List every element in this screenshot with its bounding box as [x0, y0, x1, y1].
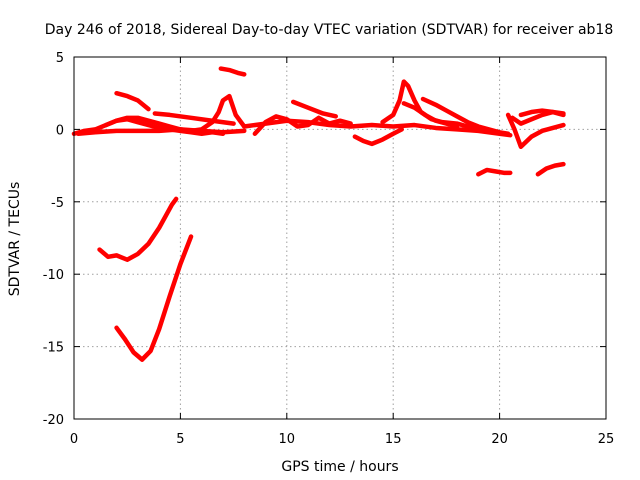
- series-arc-16: [476, 167, 513, 177]
- chart-title: Day 246 of 2018, Sidereal Day-to-day VTE…: [45, 22, 614, 38]
- y-tick-label: -15: [43, 341, 64, 356]
- plot-frame: [73, 56, 607, 420]
- y-tick-label: 5: [56, 51, 64, 66]
- series-arc-8: [252, 114, 353, 136]
- series-arc-2: [76, 127, 247, 136]
- x-tick-label: 10: [279, 432, 296, 447]
- x-axis-label: GPS time / hours: [281, 459, 398, 475]
- y-axis-label: SDTVAR / TECUs: [7, 182, 23, 297]
- series-arc-10: [352, 127, 404, 147]
- x-tick-label: 25: [598, 432, 615, 447]
- axis-ticks: 0 5 10 15 20 25 -20 -15 -10 -5 0 5: [43, 51, 615, 447]
- series-arc-5: [152, 111, 236, 126]
- y-tick-label: -10: [43, 268, 64, 283]
- series-arc-12: [401, 101, 460, 129]
- x-tick-label: 15: [385, 432, 402, 447]
- series-arc-15: [114, 234, 194, 362]
- grid: [74, 57, 606, 419]
- series-arc-20: [535, 161, 566, 177]
- y-tick-label: 0: [56, 123, 64, 138]
- series-arc-17: [505, 112, 566, 150]
- series-arc-13: [420, 96, 511, 136]
- series-arc-3: [103, 93, 247, 134]
- series-arc-1: [71, 117, 226, 136]
- x-tick-label: 0: [70, 432, 78, 447]
- series-arc-11: [380, 79, 481, 131]
- x-tick-label: 20: [491, 432, 508, 447]
- x-tick-label: 5: [176, 432, 184, 447]
- y-tick-label: -20: [43, 413, 64, 428]
- series-arc-4: [114, 90, 151, 112]
- y-tick-label: -5: [51, 196, 64, 211]
- plot-series: [71, 66, 566, 362]
- series-arc-6: [218, 66, 247, 77]
- series-arc-9: [290, 99, 338, 119]
- series-arc-19: [518, 108, 566, 118]
- series-arc-14: [97, 196, 179, 262]
